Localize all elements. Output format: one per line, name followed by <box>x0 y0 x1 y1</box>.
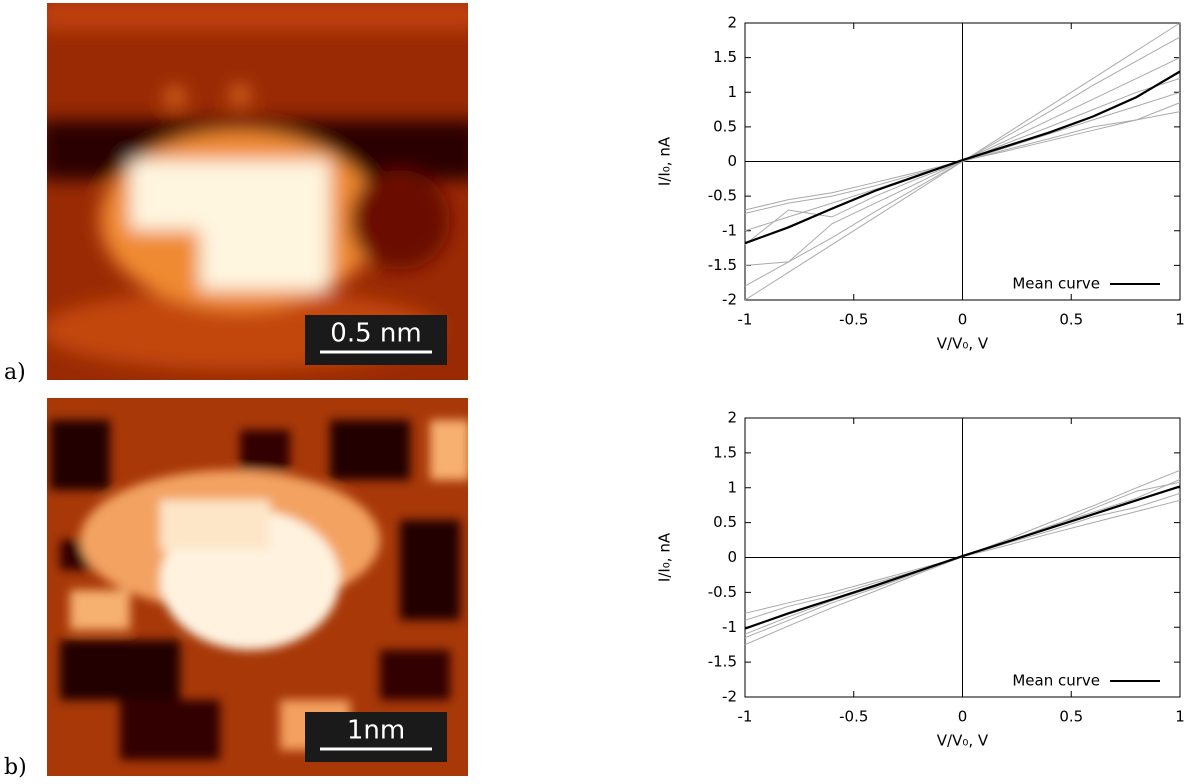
x-axis-label: V/V₀, V <box>937 335 989 353</box>
y-tick-label: 0.5 <box>713 117 737 135</box>
y-tick-label: -2 <box>722 688 737 706</box>
x-tick-label: 0 <box>958 311 968 329</box>
x-tick-label: -0.5 <box>839 311 868 329</box>
y-tick-label: 2 <box>727 14 737 32</box>
x-tick-label: 0.5 <box>1059 311 1083 329</box>
y-tick-label: 1.5 <box>713 443 737 461</box>
x-tick-label: -0.5 <box>839 708 868 726</box>
scale-bar-label: 1nm <box>347 716 405 746</box>
y-tick-label: 1 <box>727 83 737 101</box>
mean-curve <box>744 70 1181 245</box>
y-tick-label: 0 <box>727 152 737 170</box>
y-tick-label: 0.5 <box>713 513 737 531</box>
x-tick-label: 0.5 <box>1059 708 1083 726</box>
legend-label: Mean curve <box>1012 672 1100 690</box>
x-tick-label: -1 <box>738 311 753 329</box>
y-tick-label: -2 <box>722 291 737 309</box>
y-tick-label: -1.5 <box>708 256 737 274</box>
y-tick-label: -0.5 <box>708 583 737 601</box>
y-tick-label: 1.5 <box>713 48 737 66</box>
panel-label: a) <box>4 360 26 385</box>
stm-image-a <box>47 3 468 380</box>
x-axis-label: V/V₀, V <box>937 732 989 750</box>
y-tick-label: 2 <box>727 409 737 427</box>
y-axis-label: I/I₀, nA <box>656 136 674 186</box>
panel-label: b) <box>4 755 27 780</box>
y-tick-label: -1.5 <box>708 653 737 671</box>
y-axis-label: I/I₀, nA <box>656 532 674 582</box>
y-tick-label: -0.5 <box>708 187 737 205</box>
y-tick-label: 1 <box>727 478 737 496</box>
stm-image-b <box>47 398 468 776</box>
legend-label: Mean curve <box>1012 275 1100 293</box>
y-tick-label: -1 <box>722 618 737 636</box>
y-tick-label: 0 <box>727 548 737 566</box>
x-tick-label: -1 <box>738 708 753 726</box>
x-tick-label: 1 <box>1175 311 1185 329</box>
y-tick-label: -1 <box>722 221 737 239</box>
scale-bar-label: 0.5 nm <box>330 319 421 349</box>
x-tick-label: 1 <box>1175 708 1185 726</box>
mean-curve <box>744 485 1181 630</box>
x-tick-label: 0 <box>958 708 968 726</box>
